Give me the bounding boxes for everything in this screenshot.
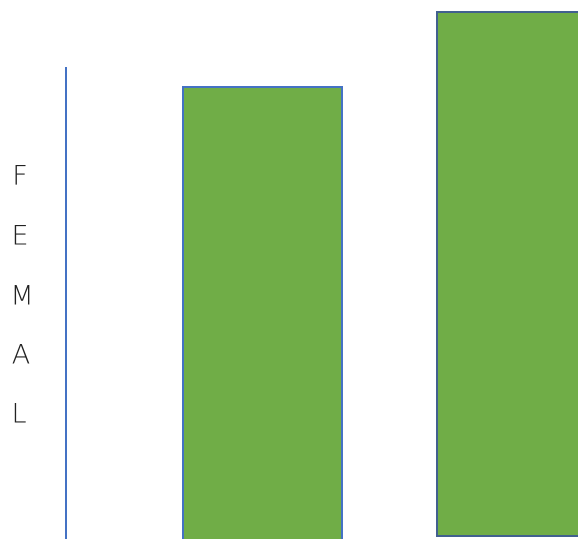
- box: [436, 11, 578, 537]
- letter: E: [11, 221, 28, 252]
- letter: A: [12, 340, 30, 371]
- box: [182, 86, 343, 539]
- letter: L: [11, 399, 26, 430]
- letter: M: [10, 281, 33, 312]
- letter: F: [12, 161, 28, 192]
